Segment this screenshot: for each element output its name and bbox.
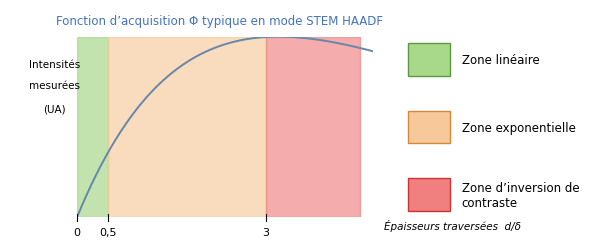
Text: Épaisseurs traversées  d/δ: Épaisseurs traversées d/δ	[384, 219, 522, 231]
Text: 0,5: 0,5	[99, 228, 117, 237]
Text: 3: 3	[262, 228, 269, 237]
Text: Zone exponentielle: Zone exponentielle	[462, 121, 575, 134]
Text: (UA): (UA)	[44, 104, 66, 115]
Text: mesurées: mesurées	[30, 81, 81, 91]
Text: Fonction d’acquisition Φ typique en mode STEM HAADF: Fonction d’acquisition Φ typique en mode…	[56, 15, 382, 28]
Text: 0: 0	[73, 228, 81, 237]
Bar	[266, 38, 361, 218]
Bar	[108, 38, 266, 218]
Text: Zone d’inversion de
contraste: Zone d’inversion de contraste	[462, 181, 580, 209]
Text: Intensités: Intensités	[29, 60, 81, 70]
Text: Zone linéaire: Zone linéaire	[462, 54, 539, 66]
Bar	[77, 38, 108, 218]
